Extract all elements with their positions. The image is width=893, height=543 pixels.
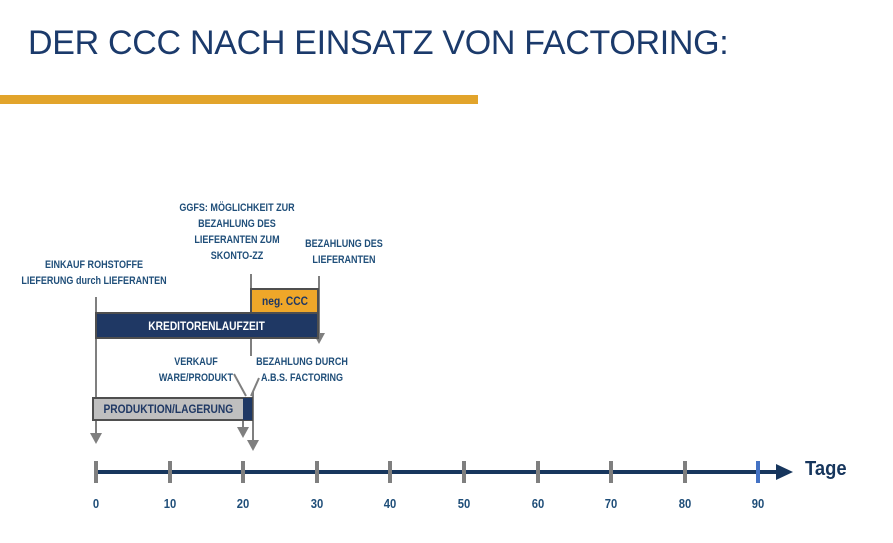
- bar-debitoren-segment: [243, 398, 252, 420]
- axis-tick: [609, 461, 614, 483]
- axis-tick-label: 20: [236, 497, 250, 511]
- bar-produktion-lagerung: PRODUKTION/LAGERUNG: [92, 397, 253, 421]
- axis-tick: [462, 461, 466, 483]
- down-arrow-icon: [90, 433, 102, 444]
- axis-tick-label: 90: [752, 497, 765, 511]
- page-title: DER CCC NACH EINSATZ VON FACTORING:: [28, 24, 729, 62]
- funnel-connector-lines: [233, 373, 260, 397]
- connector-line-day0: [95, 297, 97, 433]
- timeline-axis: [95, 470, 778, 474]
- bar-kreditorenlaufzeit-label: KREDITORENLAUFZEIT: [148, 318, 266, 333]
- bar-produktion-lagerung-label: PRODUKTION/LAGERUNG: [103, 402, 234, 416]
- axis-tick: [756, 461, 761, 483]
- down-arrow-icon: [247, 440, 259, 451]
- annotation-abs-factoring: BEZAHLUNG DURCH A.B.S. FACTORING: [256, 356, 348, 384]
- axis-tick: [94, 461, 98, 483]
- title-accent-bar: [0, 95, 478, 104]
- bar-kreditorenlaufzeit: KREDITORENLAUFZEIT: [95, 312, 319, 339]
- axis-tick: [388, 461, 393, 483]
- connector-line-day30: [318, 276, 320, 333]
- down-arrow-icon: [313, 333, 325, 344]
- axis-tick-label: 30: [310, 497, 324, 511]
- annotation-supplier-payment: BEZAHLUNG DES LIEFERANTEN: [305, 238, 383, 266]
- axis-tick: [167, 461, 172, 483]
- axis-tick-label: 0: [92, 497, 100, 511]
- annotation-skonto-payment: GGFS: MÖGLICHKEIT ZUR BEZAHLUNG DES LIEF…: [179, 202, 295, 262]
- axis-tick-label: 50: [457, 497, 471, 511]
- axis-tick-label: 70: [604, 497, 618, 511]
- axis-tick-label: 60: [531, 497, 544, 511]
- axis-tick: [241, 461, 246, 483]
- axis-unit-label: Tage: [805, 458, 847, 480]
- bar-neg-ccc: neg. CCC: [250, 288, 319, 314]
- annotation-sale-product: VERKAUF WARE/PRODUKT: [158, 356, 234, 384]
- axis-tick: [535, 461, 540, 483]
- axis-tick-label: 10: [163, 497, 176, 511]
- bar-neg-ccc-label: neg. CCC: [261, 294, 308, 308]
- axis-arrow-icon: [776, 464, 793, 480]
- connector-line-abs-payment: [252, 392, 254, 440]
- axis-tick-label: 80: [678, 497, 692, 511]
- axis-tick: [314, 461, 319, 483]
- axis-tick-label: 40: [384, 497, 397, 511]
- annotation-purchase-delivery: EINKAUF ROHSTOFFE LIEFERUNG durch LIEFER…: [21, 259, 167, 287]
- axis-tick: [682, 461, 687, 483]
- down-arrow-icon: [237, 427, 249, 438]
- connector-line-sale: [242, 420, 244, 427]
